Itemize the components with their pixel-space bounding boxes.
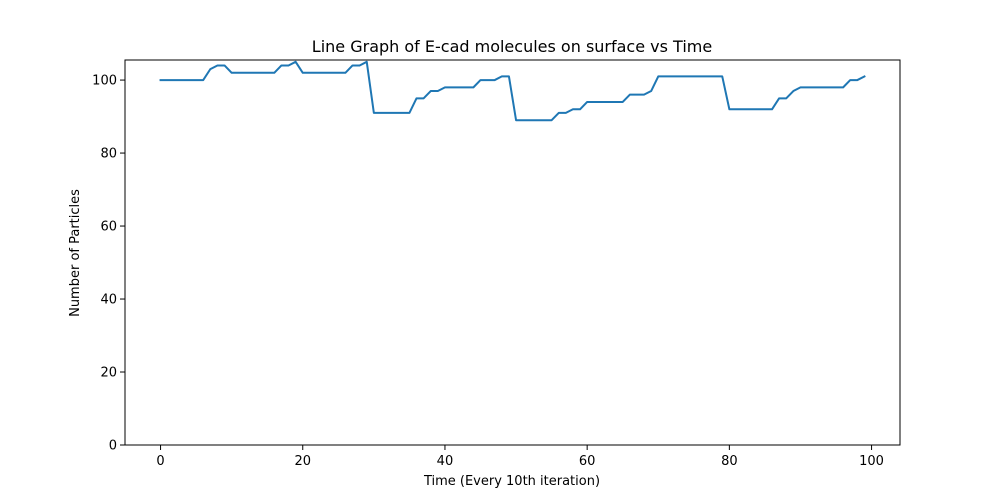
series-line-0 — [159, 60, 866, 122]
plot-area: 0 20 40 60 80 100 0 20 40 60 80 100 — [92, 59, 901, 469]
x-tick-label-40: 40 — [437, 454, 454, 469]
chart-title: Line Graph of E-cad molecules on surface… — [312, 37, 712, 56]
y-tick-label-80: 80 — [100, 147, 117, 162]
x-tick-label-100: 100 — [859, 454, 884, 469]
y-tick-label-40: 40 — [100, 293, 117, 308]
y-tick-label-100: 100 — [92, 74, 117, 89]
y-axis-title: Number of Particles — [68, 189, 83, 317]
x-tick-label-0: 0 — [156, 454, 164, 469]
x-axis-title: Time (Every 10th iteration) — [423, 474, 600, 489]
x-tick-label-20: 20 — [294, 454, 311, 469]
y-tick-label-60: 60 — [100, 220, 117, 235]
x-tick-label-80: 80 — [721, 454, 738, 469]
x-tick-label-60: 60 — [579, 454, 596, 469]
axes-frame — [124, 59, 901, 446]
y-tick-label-0: 0 — [109, 439, 117, 454]
y-tick-label-20: 20 — [100, 366, 117, 381]
